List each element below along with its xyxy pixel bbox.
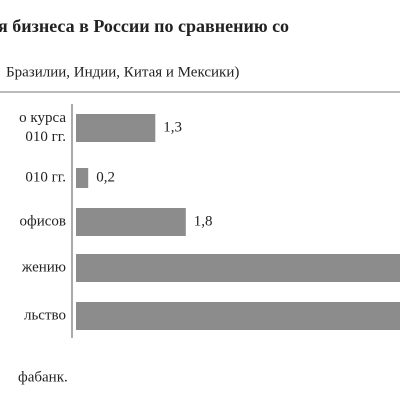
chart-title: я бизнеса в России по сравнению со [0,16,289,36]
value-label: 1,3 [163,119,182,135]
y-tick-label: жению [21,259,66,276]
value-label: 0,2 [96,169,115,185]
y-tick-label: офисов [19,213,67,230]
y-tick-label: 010 гг. [25,169,66,186]
bar [76,302,400,330]
bar [76,114,156,142]
bar [76,208,186,236]
value-label: 1,8 [194,213,213,229]
bar [76,254,400,282]
bar [76,168,89,188]
source: фабанк. [18,369,68,385]
y-tick-label: льство [23,307,66,324]
chart-subtitle: Бразилии, Индии, Китая и Мексики) [6,64,239,80]
y-tick-label: о курса 010 гг. [19,110,66,145]
